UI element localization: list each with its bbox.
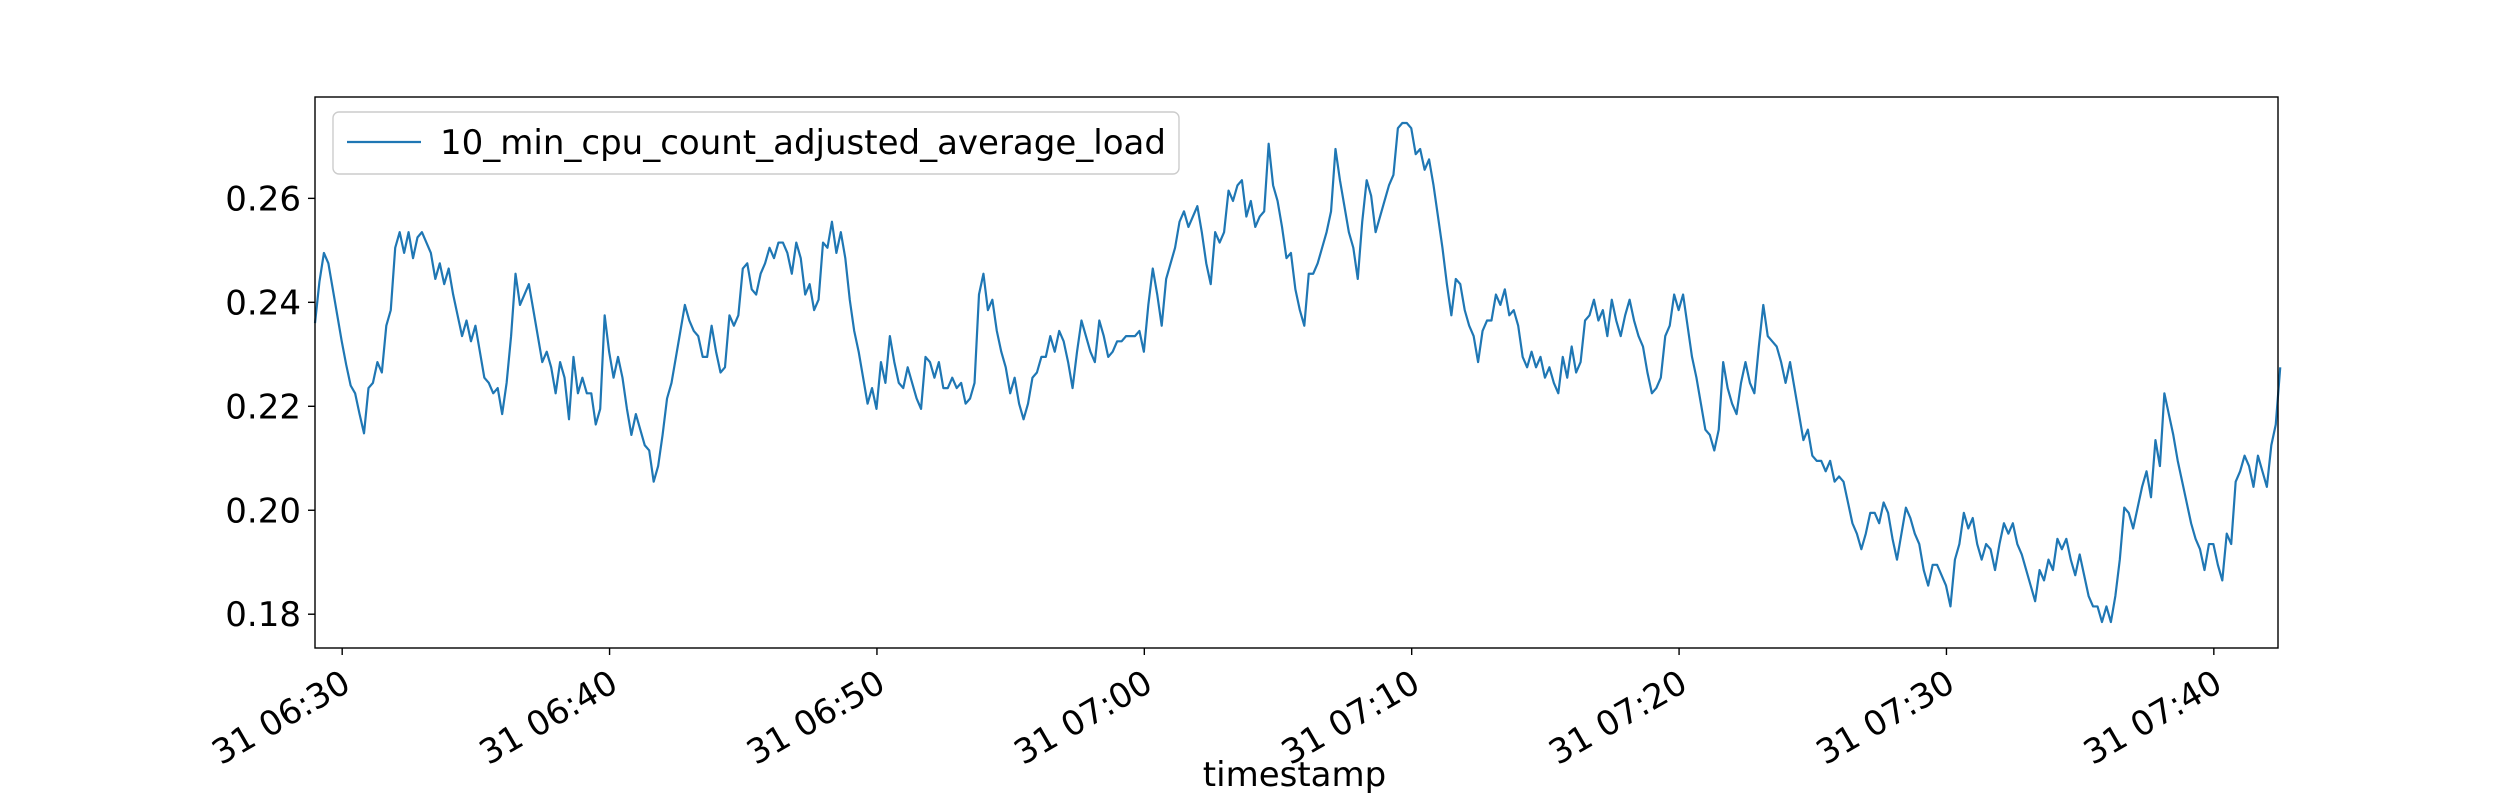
legend-label: 10_min_cpu_count_adjusted_average_load [440, 123, 1166, 163]
x-tick-label: 31 07:40 [2077, 663, 2229, 774]
x-tick-label: 31 06:50 [740, 663, 892, 774]
x-tick-label: 31 07:20 [1542, 663, 1694, 774]
series-line [313, 121, 2282, 624]
x-axis-label: timestamp [1203, 755, 1386, 795]
axes-frame [314, 96, 2279, 649]
x-tick-label: 31 07:00 [1008, 663, 1160, 774]
y-tick-label: 0.24 [225, 283, 301, 323]
y-tick-label: 0.22 [225, 387, 301, 427]
legend-box [332, 111, 1180, 175]
x-tick-label: 31 06:40 [473, 663, 625, 774]
legend: 10_min_cpu_count_adjusted_average_load [332, 111, 1180, 175]
x-tick-label: 31 07:30 [1810, 663, 1962, 774]
y-tick-label: 0.18 [225, 595, 301, 635]
x-tick-label: 31 06:30 [205, 663, 357, 774]
plot-area: 0.18 0.20 0.22 0.24 0.26 31 06:30 31 06:40 31 0… [205, 96, 2282, 795]
y-tick-label: 0.26 [225, 179, 301, 219]
y-tick-label: 0.20 [225, 491, 301, 531]
